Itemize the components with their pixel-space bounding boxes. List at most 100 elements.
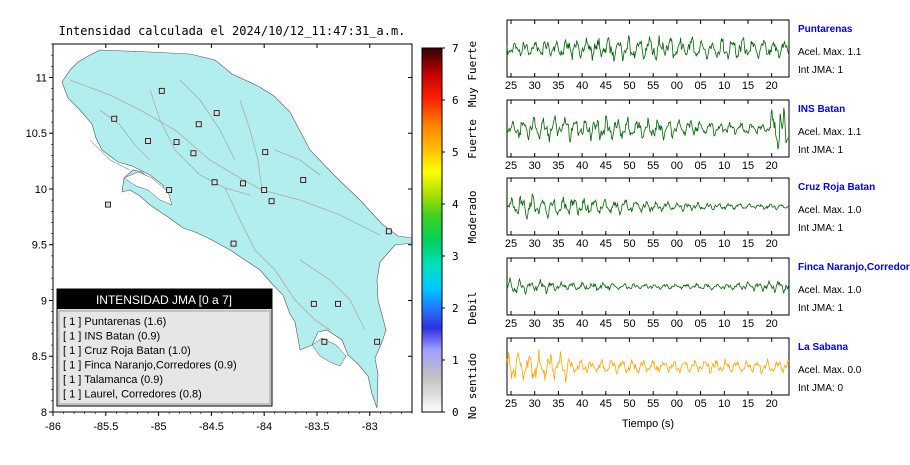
time-tick-label: 15 (742, 318, 754, 330)
station-name: Puntarenas (798, 24, 853, 35)
roads (69, 79, 381, 331)
station-name: La Sabana (798, 342, 848, 353)
waveform-trace (506, 107, 790, 150)
time-tick-label: 55 (647, 398, 659, 410)
waveform-trace (506, 192, 790, 221)
time-tick-label: 00 (671, 238, 683, 250)
station-name: INS Batan (798, 104, 845, 115)
colorbar-label: Debil (466, 291, 479, 324)
colorbar-gradient (421, 47, 443, 413)
station-marker (300, 177, 307, 183)
nicoya-gulf (123, 171, 173, 206)
time-tick-label: 00 (671, 398, 683, 410)
legend-header-bg (57, 289, 272, 309)
station-markers (105, 87, 392, 345)
map-title: Intensidad calculada el 2024/10/12_11:47… (59, 24, 406, 38)
map-x-tick-label: -85 (151, 421, 167, 433)
station-marker (145, 138, 151, 144)
station-name: Cruz Roja Batan (798, 182, 875, 193)
legend-item: [ 1 ] Talamanca (0.9) (63, 374, 163, 386)
map-x-tick-label: -85.5 (93, 421, 118, 433)
time-tick-label: 50 (623, 238, 635, 250)
time-tick-label: 25 (505, 318, 517, 330)
time-tick-label: 25 (505, 80, 517, 92)
station-accel: Acel. Max. 0.0 (798, 365, 862, 376)
map-y-tick-label: 11 (36, 72, 47, 84)
legend-header: INTENSIDAD JMA [0 a 7] (96, 293, 232, 307)
time-tick-label: 40 (576, 398, 588, 410)
time-tick-label: 10 (718, 318, 730, 330)
time-tick-label: 50 (623, 80, 635, 92)
time-tick-label: 55 (647, 238, 659, 250)
map-x-tick-label: -84 (256, 421, 272, 433)
waveform-panel: 25 30 35 40 45 50 55 00 05 10 15 20 Finca Naranjo,Co… (505, 257, 910, 330)
station-marker (111, 115, 118, 122)
map-y-tick-label: 9.5 (32, 240, 47, 252)
time-tick-label: 40 (576, 318, 588, 330)
time-tick-label: 20 (766, 160, 778, 172)
legend-item: [ 1 ] Cruz Roja Batan (1.0) (63, 345, 191, 357)
map-y-tick-label: 8 (41, 407, 47, 419)
time-tick-label: 25 (505, 160, 517, 172)
time-tick-label: 00 (671, 80, 683, 92)
station-marker (262, 149, 269, 156)
time-tick-label: 05 (694, 318, 706, 330)
station-intensity: Int JMA: 1 (798, 223, 843, 234)
time-tick-label: 20 (766, 238, 778, 250)
station-marker (158, 87, 165, 94)
waveform-trace (506, 35, 790, 62)
time-tick-label: 50 (623, 160, 635, 172)
time-tick-label: 30 (529, 80, 541, 92)
station-marker (213, 110, 220, 117)
time-tick-label: 40 (576, 80, 588, 92)
legend-item: [ 1 ] INS Batan (0.9) (63, 331, 160, 343)
map-x-tick-label: -84.5 (199, 421, 224, 433)
station-accel: Acel. Max. 1.1 (798, 127, 862, 138)
station-name: Finca Naranjo,Corredor (798, 262, 910, 273)
station-marker (385, 228, 392, 235)
colorbar-tick-label: 7 (452, 42, 459, 55)
station-marker (190, 150, 197, 157)
station-marker (105, 201, 111, 208)
time-tick-label: 35 (552, 238, 564, 250)
legend-item: [ 1 ] Laurel, Corredores (0.8) (63, 389, 202, 401)
colorbar-tick-label: 6 (452, 94, 459, 107)
time-tick-label: 20 (766, 318, 778, 330)
intensity-colorbar: 0 1 2 3 4 5 6 7 No sentido Debil Moderado Fuerte Mu… (421, 41, 479, 419)
station-marker (335, 300, 341, 307)
waveform-trace (506, 349, 790, 383)
time-tick-label: 15 (742, 238, 754, 250)
time-tick-label: 25 (505, 238, 517, 250)
time-tick-label: 35 (552, 318, 564, 330)
time-tick-label: 10 (718, 80, 730, 92)
station-intensity: Int JMA: 0 (798, 383, 843, 394)
time-tick-label: 55 (647, 160, 659, 172)
time-tick-label: 55 (647, 80, 659, 92)
time-tick-label: 45 (600, 80, 612, 92)
station-marker (173, 139, 180, 146)
map-y-tick-label: 8.5 (32, 351, 47, 363)
colorbar-tick-label: 5 (452, 146, 459, 159)
map-y-tick-label: 10 (35, 184, 47, 196)
time-tick-label: 30 (529, 318, 541, 330)
time-tick-label: 05 (694, 398, 706, 410)
time-tick-label: 15 (742, 160, 754, 172)
panel-frame (506, 99, 790, 158)
colorbar-label: Muy Fuerte (466, 41, 479, 107)
legend-item: [ 1 ] Finca Naranjo,Corredores (0.9) (63, 360, 237, 372)
time-tick-label: 00 (671, 318, 683, 330)
time-tick-label: 35 (552, 398, 564, 410)
map-y-tick-label: 10.5 (26, 128, 47, 140)
station-marker (230, 240, 237, 247)
time-tick-label: 15 (742, 398, 754, 410)
time-tick-label: 45 (600, 398, 612, 410)
colorbar-tick-label: 1 (452, 354, 459, 367)
station-intensity: Int JMA: 1 (798, 145, 843, 156)
time-tick-label: 45 (600, 238, 612, 250)
time-tick-label: 25 (505, 398, 517, 410)
station-marker (261, 187, 268, 193)
waveform-panel: 25 30 35 40 45 50 55 00 05 10 15 20 La Sabana Acel. M… (505, 337, 862, 410)
time-tick-label: 45 (600, 160, 612, 172)
waveform-panel: 25 30 35 40 45 50 55 00 05 10 15 20 INS Batan Acel. M… (505, 99, 862, 172)
